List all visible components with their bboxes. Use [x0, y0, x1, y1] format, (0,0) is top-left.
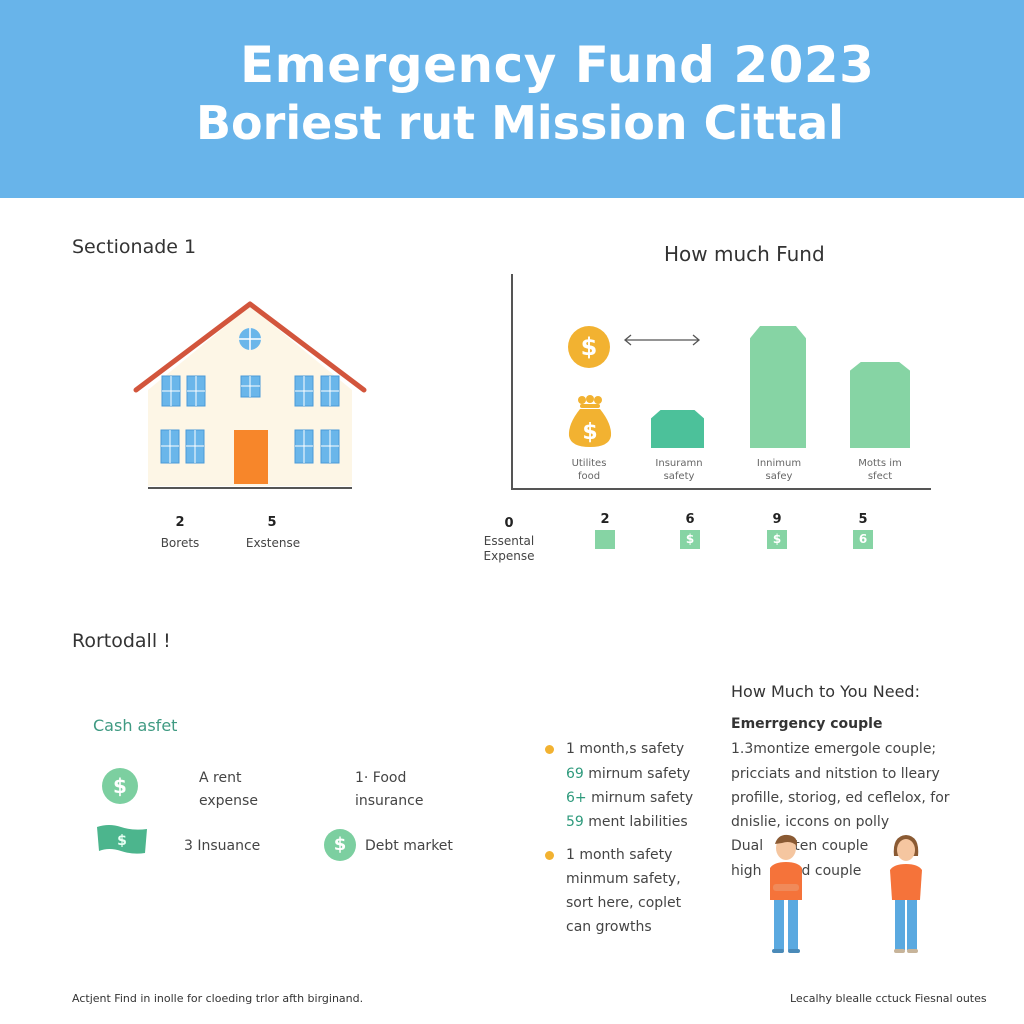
stat-label-0: Borets	[160, 536, 200, 550]
chart-value-1: 6	[685, 512, 695, 527]
dollar-coin-icon: $	[568, 326, 610, 368]
safety-line: sort here, coplet	[566, 895, 682, 911]
stat-value-1: 5	[267, 515, 277, 530]
page-subtitle: Boriest rut Mission Cittal	[196, 96, 844, 150]
stat-label-1: Exstense	[245, 536, 301, 550]
need-line: pricciats and nitstion to lleary	[731, 766, 940, 782]
dollar-coin-icon: $	[102, 768, 138, 804]
bullet-icon	[545, 851, 554, 860]
bullet-icon	[545, 745, 554, 754]
chart-chip-0	[595, 530, 615, 549]
chart-value-2: 9	[772, 512, 782, 527]
svg-text:$: $	[117, 833, 127, 849]
axis-start-value: 0	[504, 516, 514, 531]
chart-bar-2	[750, 326, 806, 448]
axis-start-label: Essental Expense	[483, 534, 535, 563]
woman-figure-icon	[890, 835, 922, 953]
need-line: profille, storiog, ed ceflelox, for	[731, 790, 950, 806]
stat-value-0: 2	[175, 515, 185, 530]
chart-category-3: Motts im sfect	[858, 458, 902, 482]
chart-bar-3	[850, 362, 910, 448]
need-line: 1.3montize emergole couple;	[731, 741, 937, 757]
chart-category-1: Insuramn safety	[655, 458, 703, 482]
safety-line: minmum safety,	[566, 871, 681, 887]
dollar-coin-icon: $	[324, 829, 356, 861]
footer-left-text: Actjent Find in inolle for cloeding trlo…	[72, 992, 364, 1005]
safety-row: 59 ment labilities	[566, 814, 688, 830]
svg-text:$: $	[582, 420, 597, 445]
money-bag-icon: $	[568, 395, 612, 447]
need-subtitle: Emerrgency couple	[731, 716, 883, 732]
double-arrow-icon	[623, 334, 701, 346]
dollar-bill-icon: $	[97, 825, 147, 854]
chart-category-2: Innimum safey	[756, 458, 802, 482]
header-banner: Emergency Fund 2023 Boriest rut Mission …	[0, 0, 1024, 198]
need-line: dnislie, iccons on polly	[731, 814, 890, 830]
chart-title: How much Fund	[664, 242, 825, 266]
chart-chip-1: $	[680, 530, 700, 549]
safety-group1-heading: 1 month,s safety	[566, 741, 685, 757]
chart-y-axis	[511, 274, 513, 490]
safety-row: 6+ mirnum safety	[566, 790, 694, 806]
need-line: Dual ten couple	[731, 838, 869, 854]
cash-asset-heading: Cash asfet	[93, 716, 178, 735]
cash-item-0: A rent expense	[199, 770, 258, 809]
need-title: How Much to You Need:	[731, 682, 920, 701]
cash-item-1: 1· Food insurance	[355, 770, 424, 809]
chart-x-axis	[511, 488, 931, 490]
section2-title: Rortodall !	[72, 630, 171, 652]
chart-value-0: 2	[600, 512, 610, 527]
cash-item-2: 3 Insuance	[184, 838, 261, 854]
chart-chip-3: 6	[853, 530, 873, 549]
safety-row: 69 mirnum safety	[566, 766, 691, 782]
safety-line: can growths	[566, 919, 652, 935]
chart-chip-2: $	[767, 530, 787, 549]
safety-group2-heading: 1 month safety	[566, 847, 673, 863]
footer-right-text: Lecalhy blealle cctuck Fiesnal outes	[790, 992, 987, 1005]
chart-category-0: Utilites food	[571, 458, 607, 482]
house-icon	[133, 301, 367, 489]
man-figure-icon	[770, 834, 802, 953]
chart-value-3: 5	[858, 512, 868, 527]
cash-item-3: Debt market	[365, 838, 453, 854]
page-title: Emergency Fund 2023	[240, 36, 875, 94]
section1-title: Sectionade 1	[72, 236, 197, 258]
chart-bar-1	[651, 410, 704, 448]
